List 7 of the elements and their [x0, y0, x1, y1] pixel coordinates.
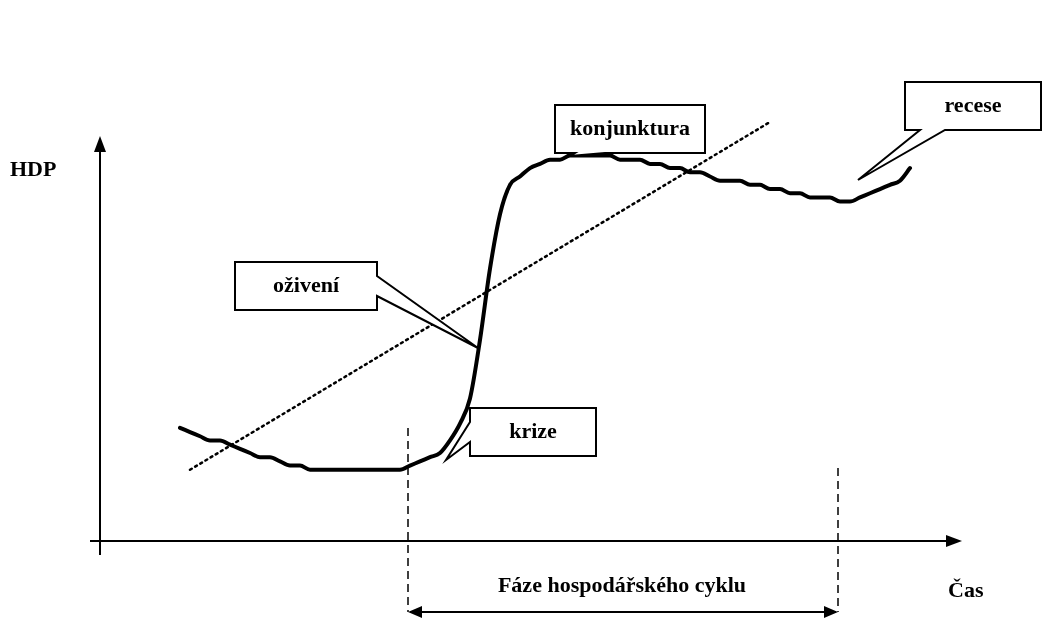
annotation: krize [509, 417, 558, 443]
y-axis-title: HDP [10, 155, 57, 181]
annotation: konjunktura [570, 114, 690, 140]
text: recese [944, 91, 1002, 117]
text: Fáze hospodářského cyklu [497, 571, 747, 597]
annotation: oživení [273, 271, 340, 297]
x-axis-title: Čas [948, 576, 984, 602]
